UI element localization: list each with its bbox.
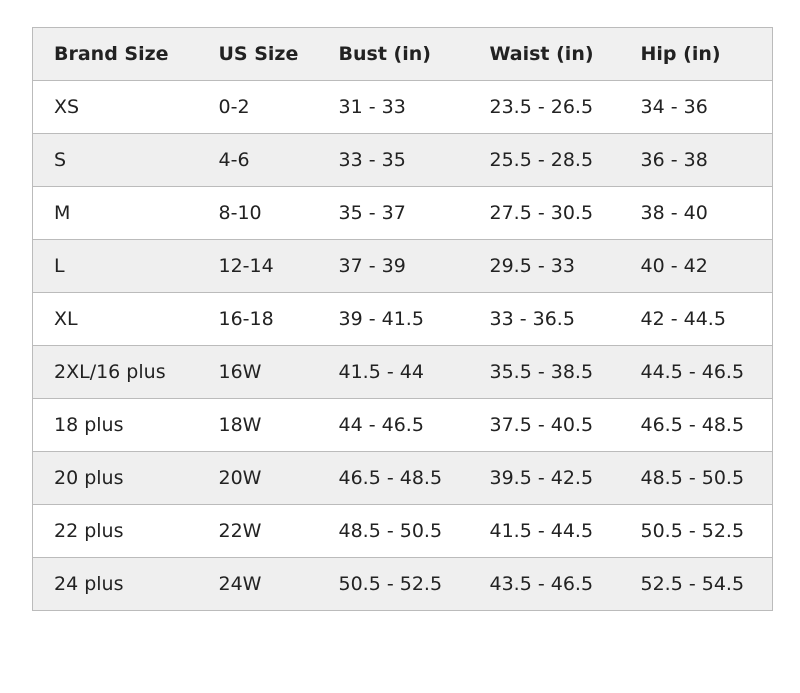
table-cell: 48.5 - 50.5 [317, 504, 469, 558]
table-cell: 44.5 - 46.5 [619, 345, 773, 399]
table-cell: S [32, 133, 198, 187]
table-cell: 50.5 - 52.5 [317, 557, 469, 611]
table-cell: 24 plus [32, 557, 198, 611]
table-row: M 8-10 35 - 37 27.5 - 30.5 38 - 40 [32, 186, 773, 240]
table-cell: 50.5 - 52.5 [619, 504, 773, 558]
table-cell: 22 plus [32, 504, 198, 558]
table-cell: 40 - 42 [619, 239, 773, 293]
header-cell: Bust (in) [317, 27, 469, 81]
table-cell: 37 - 39 [317, 239, 469, 293]
table-cell: 20 plus [32, 451, 198, 505]
table-cell: L [32, 239, 198, 293]
table-cell: 41.5 - 44.5 [468, 504, 620, 558]
table-cell: 33 - 35 [317, 133, 469, 187]
header-cell: Brand Size [32, 27, 198, 81]
header-cell: Hip (in) [619, 27, 773, 81]
table-cell: XL [32, 292, 198, 346]
table-cell: 31 - 33 [317, 80, 469, 134]
header-row: Brand Size US Size Bust (in) Waist (in) Hip … [32, 27, 773, 81]
table-cell: 27.5 - 30.5 [468, 186, 620, 240]
table-cell: 44 - 46.5 [317, 398, 469, 452]
table-cell: 33 - 36.5 [468, 292, 620, 346]
table-cell: 18W [197, 398, 318, 452]
table-row: L 12-14 37 - 39 29.5 - 33 40 - 42 [32, 239, 773, 293]
table-cell: M [32, 186, 198, 240]
table-cell: 24W [197, 557, 318, 611]
table-cell: 35 - 37 [317, 186, 469, 240]
table-row: 18 plus 18W 44 - 46.5 37.5 - 40.5 46.5 - 48.… [32, 398, 773, 452]
table-cell: 23.5 - 26.5 [468, 80, 620, 134]
table-cell: XS [32, 80, 198, 134]
table-cell: 46.5 - 48.5 [317, 451, 469, 505]
table-cell: 43.5 - 46.5 [468, 557, 620, 611]
table-row: 22 plus 22W 48.5 - 50.5 41.5 - 44.5 50.5 - 5… [32, 504, 773, 558]
header-cell: Waist (in) [468, 27, 620, 81]
table-cell: 34 - 36 [619, 80, 773, 134]
table-row: XS 0-2 31 - 33 23.5 - 26.5 34 - 36 [32, 80, 773, 134]
table-cell: 16-18 [197, 292, 318, 346]
table-cell: 42 - 44.5 [619, 292, 773, 346]
table-cell: 39 - 41.5 [317, 292, 469, 346]
table-cell: 29.5 - 33 [468, 239, 620, 293]
table-cell: 41.5 - 44 [317, 345, 469, 399]
table-cell: 37.5 - 40.5 [468, 398, 620, 452]
table-cell: 46.5 - 48.5 [619, 398, 773, 452]
table-row: XL 16-18 39 - 41.5 33 - 36.5 42 - 44.5 [32, 292, 773, 346]
table-cell: 4-6 [197, 133, 318, 187]
table-cell: 39.5 - 42.5 [468, 451, 620, 505]
table-cell: 2XL/16 plus [32, 345, 198, 399]
table-row: 24 plus 24W 50.5 - 52.5 43.5 - 46.5 52.5 - 5… [32, 557, 773, 611]
table-cell: 35.5 - 38.5 [468, 345, 620, 399]
table-cell: 18 plus [32, 398, 198, 452]
table-cell: 0-2 [197, 80, 318, 134]
size-table: Brand Size US Size Bust (in) Waist (in) Hip … [32, 27, 773, 611]
table-row: 2XL/16 plus 16W 41.5 - 44 35.5 - 38.5 44.5 -… [32, 345, 773, 399]
table-row: S 4-6 33 - 35 25.5 - 28.5 36 - 38 [32, 133, 773, 187]
table-cell: 52.5 - 54.5 [619, 557, 773, 611]
table-cell: 16W [197, 345, 318, 399]
table-cell: 12-14 [197, 239, 318, 293]
table-cell: 38 - 40 [619, 186, 773, 240]
table-cell: 25.5 - 28.5 [468, 133, 620, 187]
header-cell: US Size [197, 27, 318, 81]
table-cell: 36 - 38 [619, 133, 773, 187]
table-cell: 8-10 [197, 186, 318, 240]
table-cell: 22W [197, 504, 318, 558]
table-row: 20 plus 20W 46.5 - 48.5 39.5 - 42.5 48.5 - 5… [32, 451, 773, 505]
table-cell: 48.5 - 50.5 [619, 451, 773, 505]
table-cell: 20W [197, 451, 318, 505]
